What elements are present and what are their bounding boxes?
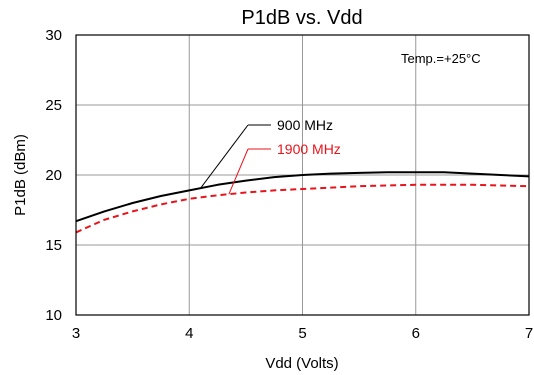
y-tick-label-10: 10 [45, 307, 62, 324]
y-tick-label-20: 20 [45, 167, 62, 184]
tick-labels: 3 4 5 6 7 10 15 20 25 30 [45, 27, 533, 342]
series-lines [75, 171, 530, 234]
x-tick-label-7: 7 [525, 325, 533, 342]
series-leader-900mhz [200, 124, 249, 189]
y-tick-label-25: 25 [45, 97, 62, 114]
y-axis-title: P1dB (dBm) [12, 134, 29, 216]
plot-area-border [75, 34, 530, 316]
x-tick-label-6: 6 [412, 325, 420, 342]
chart-title: P1dB vs. Vdd [241, 7, 362, 29]
series-leader-1900mhz [228, 148, 249, 195]
plot-frame [75, 34, 530, 316]
x-tick-label-4: 4 [185, 325, 193, 342]
y-tick-label-15: 15 [45, 237, 62, 254]
x-axis-title: Vdd (Volts) [265, 355, 338, 372]
series-label-leaders [200, 124, 271, 195]
series-line-900mhz [75, 171, 530, 223]
series-line-1900mhz [75, 183, 530, 234]
x-tick-label-3: 3 [72, 325, 80, 342]
series-label-900mhz: 900 MHz [277, 117, 333, 133]
temperature-annotation: Temp.=+25°C [401, 51, 481, 66]
y-tick-label-30: 30 [45, 27, 62, 44]
x-tick-label-5: 5 [298, 325, 306, 342]
series-label-1900mhz: 1900 MHz [277, 141, 341, 157]
